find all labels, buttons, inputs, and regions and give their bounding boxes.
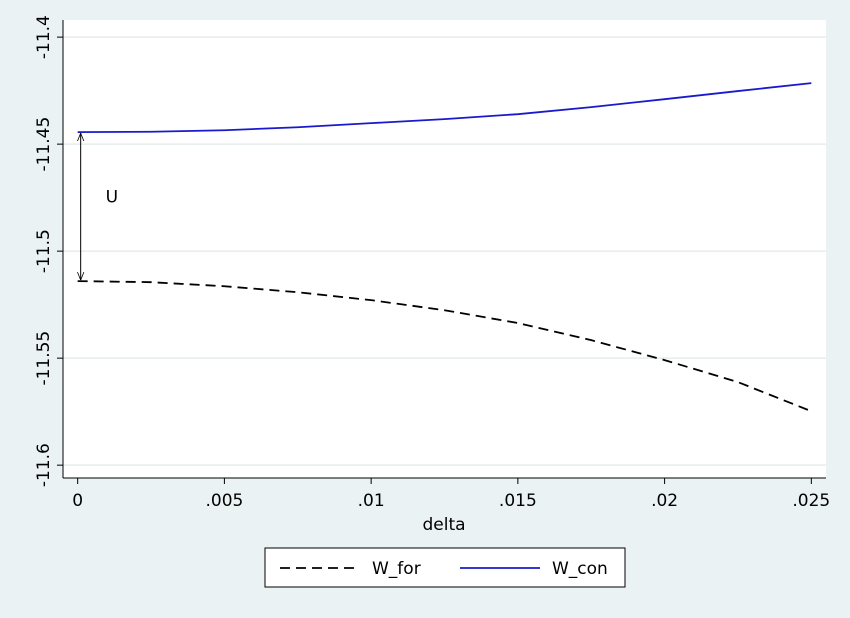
- x-tick-label: .025: [792, 491, 830, 511]
- x-tick-label: .005: [205, 491, 243, 511]
- line-series: [77, 280, 812, 413]
- plot-area: [63, 20, 826, 478]
- x-tick-label: .01: [358, 491, 385, 511]
- x-tick-label: .015: [499, 491, 537, 511]
- y-tick-label: -11.5: [34, 229, 54, 273]
- legend-label: W_for: [372, 559, 421, 579]
- legend-label: W_con: [552, 559, 608, 579]
- legend: [264, 547, 626, 588]
- x-axis-label: delta: [422, 515, 465, 535]
- y-tick-label: -11.45: [34, 117, 54, 172]
- x-tick-label: .02: [651, 491, 678, 511]
- y-tick-label: -11.6: [34, 443, 54, 487]
- x-tick-label: 0: [72, 491, 83, 511]
- annotation: U: [106, 188, 118, 208]
- y-tick-label: -11.55: [34, 331, 54, 386]
- y-tick-label: -11.4: [34, 15, 54, 59]
- line-series: [77, 82, 812, 134]
